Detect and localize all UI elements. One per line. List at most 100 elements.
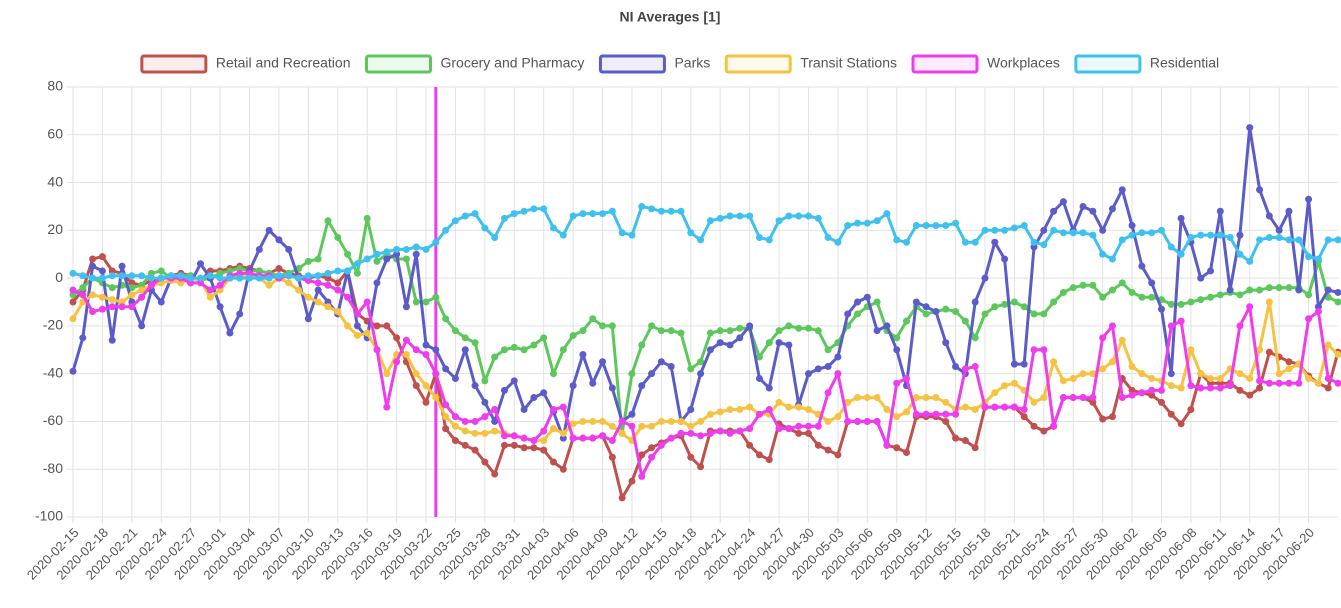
data-point (1059, 198, 1067, 206)
legend: Retail and Recreation Grocery and Pharmac… (140, 54, 1219, 74)
data-point (608, 453, 616, 461)
data-point (510, 343, 518, 351)
data-point (1236, 231, 1244, 239)
y-tick-label: 40 (47, 173, 63, 189)
data-point (500, 386, 508, 394)
data-point (108, 296, 116, 304)
data-point (79, 334, 87, 342)
data-point (1001, 226, 1009, 234)
data-point (853, 219, 861, 227)
data-point (285, 272, 293, 280)
data-point (942, 222, 950, 230)
data-point (1089, 394, 1097, 402)
data-point (706, 410, 714, 418)
data-point (1275, 234, 1283, 241)
data-point (834, 353, 842, 361)
data-point (1295, 379, 1303, 387)
data-point (138, 322, 146, 330)
data-point (196, 260, 204, 268)
data-point (1020, 406, 1028, 413)
data-point (285, 279, 293, 287)
data-point (412, 243, 420, 251)
data-point (795, 429, 803, 437)
data-point (677, 207, 685, 215)
data-point (412, 250, 420, 258)
data-point (1256, 236, 1264, 244)
data-point (599, 210, 607, 218)
data-point (471, 210, 479, 218)
data-point (657, 441, 665, 449)
data-point (991, 238, 999, 246)
data-point (1079, 202, 1087, 210)
data-point (402, 336, 410, 344)
data-point (961, 317, 969, 325)
data-point (746, 425, 754, 433)
data-point (981, 274, 989, 282)
legend-swatch (1074, 54, 1142, 74)
data-point (540, 389, 548, 397)
data-point (873, 417, 881, 425)
data-point (1197, 296, 1205, 304)
data-point (706, 217, 714, 225)
data-point (608, 422, 616, 430)
data-point (981, 310, 989, 318)
data-point (648, 453, 656, 461)
legend-swatch (724, 54, 792, 74)
data-point (912, 222, 920, 230)
data-point (432, 293, 440, 301)
data-point (1285, 379, 1293, 387)
data-point (216, 303, 224, 311)
data-point (863, 394, 871, 402)
data-point (736, 212, 744, 220)
data-point (1265, 284, 1273, 292)
data-point (648, 205, 656, 213)
data-point (1040, 241, 1048, 249)
data-point (608, 322, 616, 330)
data-point (157, 267, 165, 275)
data-point (1089, 207, 1097, 215)
data-point (69, 298, 77, 306)
data-point (196, 274, 204, 282)
data-point (942, 305, 950, 313)
data-point (1207, 267, 1215, 275)
data-point (1118, 336, 1126, 344)
data-point (1118, 279, 1126, 287)
data-point (363, 329, 371, 337)
data-point (1324, 384, 1332, 392)
data-point (1030, 310, 1038, 318)
data-point (442, 365, 450, 373)
data-point (1305, 315, 1313, 323)
data-point (1128, 288, 1136, 296)
data-point (775, 398, 783, 406)
data-point (1285, 207, 1293, 215)
data-point (471, 429, 479, 437)
data-point (903, 449, 911, 456)
data-point (628, 477, 636, 485)
data-point (1010, 379, 1018, 387)
data-point (1177, 420, 1185, 428)
data-point (1079, 370, 1087, 378)
data-point (1305, 253, 1313, 261)
data-point (157, 298, 165, 306)
data-point (138, 286, 146, 294)
data-point (814, 422, 822, 430)
data-point (844, 222, 852, 230)
data-point (765, 384, 773, 392)
data-point (265, 274, 273, 282)
data-point (952, 308, 960, 316)
data-point (89, 255, 97, 263)
data-point (442, 413, 450, 421)
data-point (314, 272, 322, 280)
data-point (844, 310, 852, 318)
data-point (520, 207, 528, 215)
data-point (804, 212, 812, 220)
data-point (383, 370, 391, 378)
data-point (471, 339, 479, 347)
data-point (550, 224, 558, 232)
data-point (628, 410, 636, 418)
data-point (834, 451, 842, 459)
data-point (961, 365, 969, 373)
chart-title: NI Averages [1] (620, 9, 721, 25)
data-point (393, 358, 401, 366)
